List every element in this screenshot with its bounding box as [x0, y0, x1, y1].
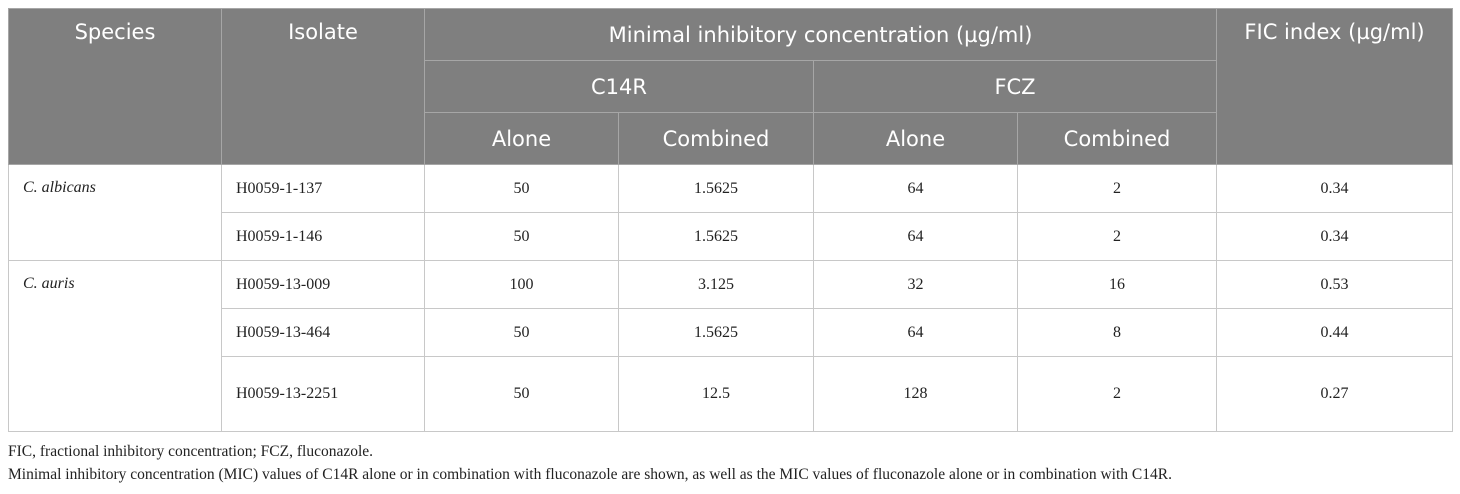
cell: 50: [424, 164, 619, 213]
table-row: H0059-13-464 50 1.5625 64 8 0.44: [9, 308, 1454, 357]
cell: 1.5625: [618, 212, 814, 261]
cell: 0.34: [1216, 164, 1454, 213]
header-cell: Minimal inhibitory concentration (µg/ml): [423, 8, 1218, 61]
header-cell: Alone: [424, 112, 619, 165]
cell: 50: [424, 308, 619, 357]
cell: 64: [813, 212, 1018, 261]
cell: H0059-13-2251: [221, 356, 425, 432]
cell: 50: [424, 212, 619, 261]
header-cell: Combined: [1016, 112, 1218, 165]
header-cell: C14R: [424, 60, 814, 113]
cell: H0059-13-464: [221, 308, 425, 357]
header-cell: Isolate: [221, 8, 425, 165]
cell: H0059-13-009: [221, 260, 425, 309]
cell: 128: [813, 356, 1018, 432]
cell: 1.5625: [618, 308, 814, 357]
cell: 8: [1016, 308, 1218, 357]
cell: 0.53: [1216, 260, 1454, 309]
cell: 100: [424, 260, 619, 309]
table-row: C. auris H0059-13-009 100 3.125 32 16 0.53: [8, 260, 1454, 432]
cell: H0059-1-137: [221, 164, 425, 213]
table-row: H0059-13-2251 50 12.5 128 2 0.27: [9, 356, 1454, 432]
header-cell: Combined: [618, 112, 814, 165]
cell: 0.34: [1216, 212, 1454, 261]
cell: 3.125: [618, 260, 814, 309]
header-cell: FIC index (µg/ml): [1216, 8, 1454, 165]
species-cell: C. auris: [8, 260, 222, 432]
mic-table: Species Isolate Minimal inhibitory conce…: [8, 8, 1454, 432]
cell: 64: [813, 308, 1018, 357]
header-cell: FCZ: [812, 60, 1218, 113]
cell: 0.27: [1216, 356, 1454, 432]
cell: 12.5: [618, 356, 814, 432]
header-cell: Species: [8, 8, 222, 165]
table-row: C. albicans H0059-1-137 50 1.5625 64 2 0.34: [8, 164, 1454, 261]
cell: 32: [813, 260, 1018, 309]
cell: 2: [1016, 212, 1218, 261]
footnote: FIC, fractional inhibitory concentration…: [8, 443, 374, 460]
header-cell: Alone: [813, 112, 1018, 165]
cell: 2: [1016, 164, 1218, 213]
cell: 0.44: [1216, 308, 1454, 357]
cell: 1.5625: [618, 164, 814, 213]
cell: H0059-1-146: [221, 212, 425, 261]
species-cell: C. albicans: [8, 164, 222, 261]
cell: 2: [1016, 356, 1218, 432]
cell: 50: [424, 356, 619, 432]
table-row: H0059-1-146 50 1.5625 64 2 0.34: [9, 212, 1454, 261]
table-body: C. albicans H0059-1-137 50 1.5625 64 2 0.34 H00…: [8, 164, 1454, 432]
cell: 16: [1016, 260, 1218, 309]
table-wrap: Species Isolate Minimal inhibitory conce…: [8, 8, 1454, 432]
cell: 64: [813, 164, 1018, 213]
footnote: Minimal inhibitory concentration (MIC) v…: [8, 466, 1172, 483]
